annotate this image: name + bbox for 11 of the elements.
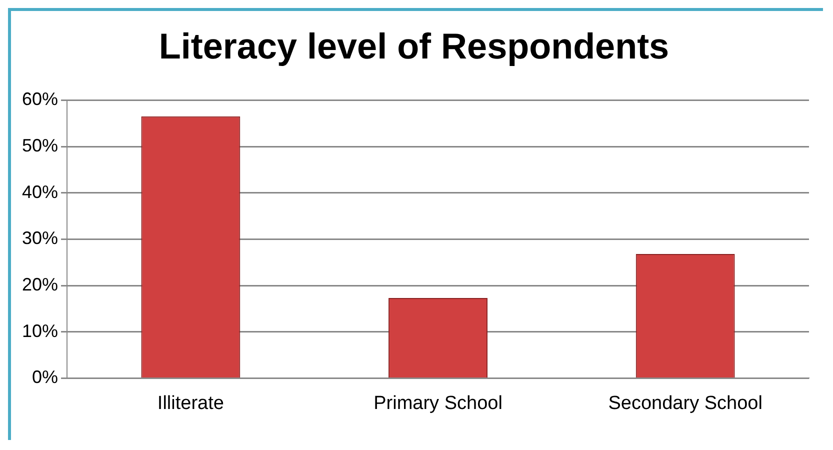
x-tick-label: Illiterate bbox=[157, 392, 224, 414]
x-tick-label: Primary School bbox=[374, 392, 502, 414]
x-tick-label: Secondary School bbox=[608, 392, 762, 414]
y-tick-label: 40% bbox=[22, 182, 58, 202]
y-tick-label: 0% bbox=[32, 367, 58, 388]
y-tick-label: 60% bbox=[22, 89, 58, 110]
y-tick-label: 50% bbox=[22, 136, 58, 156]
y-tick-label: 10% bbox=[22, 320, 58, 341]
y-tick-label: 30% bbox=[22, 228, 58, 248]
chart-title: Literacy level of Respondents bbox=[158, 26, 670, 67]
y-tick-label: 20% bbox=[22, 274, 58, 294]
